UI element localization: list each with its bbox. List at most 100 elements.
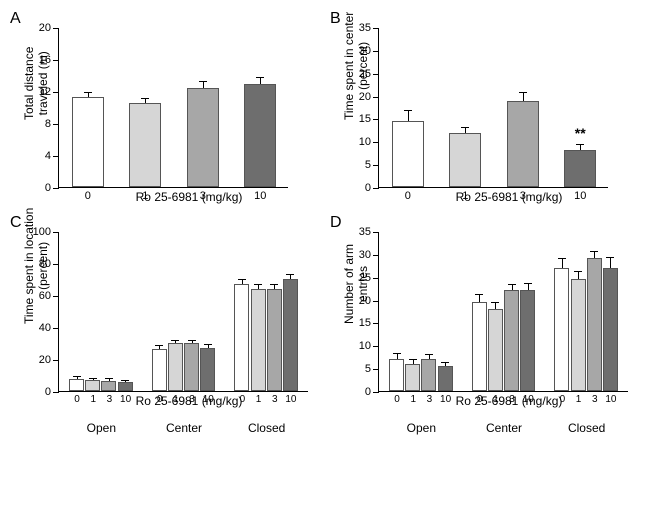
- ytick-label: 20: [359, 91, 371, 103]
- error-bar: [397, 354, 398, 359]
- xtick-label: 1: [142, 190, 148, 202]
- bar: [587, 258, 602, 391]
- error-cap: [393, 353, 401, 354]
- xtick-label: 1: [256, 394, 262, 405]
- panel-a: A Total distancetraveled (m) 04812162001…: [10, 10, 320, 204]
- error-bar: [594, 252, 595, 259]
- error-bar: [260, 78, 261, 84]
- bar: [504, 290, 519, 391]
- error-bar: [125, 381, 126, 382]
- bar: [267, 289, 282, 391]
- error-cap: [425, 354, 433, 355]
- panel-a-xlabel: Ro 25-6981 (mg/kg): [58, 190, 320, 204]
- bar: [101, 381, 116, 391]
- panel-c-label: C: [10, 214, 22, 232]
- group-label: Center: [486, 421, 522, 435]
- error-bar: [258, 285, 259, 288]
- xtick-label: 1: [493, 394, 499, 405]
- error-cap: [519, 92, 527, 93]
- xtick-label: 3: [272, 394, 278, 405]
- panel-b-label: B: [330, 10, 341, 28]
- xtick-label: 10: [523, 394, 534, 405]
- xtick-label: 3: [427, 394, 433, 405]
- xtick-label: 1: [173, 394, 179, 405]
- error-cap: [558, 258, 566, 259]
- error-bar: [512, 285, 513, 290]
- xtick-label: 10: [203, 394, 214, 405]
- error-bar: [479, 295, 480, 302]
- panel-a-plot: 04812162001310: [58, 28, 288, 188]
- error-bar: [580, 145, 581, 150]
- bar: [200, 348, 215, 391]
- bar: [244, 84, 276, 187]
- error-cap: [171, 340, 179, 341]
- xtick-label: 10: [254, 190, 266, 202]
- xtick-label: 3: [592, 394, 598, 405]
- ytick-label: 15: [359, 113, 371, 125]
- ytick-label: 20: [359, 295, 371, 307]
- group-label: Open: [87, 421, 116, 435]
- xtick-label: 0: [405, 190, 411, 202]
- error-bar: [274, 285, 275, 288]
- error-bar: [413, 360, 414, 364]
- panel-b-xlabel: Ro 25-6981 (mg/kg): [378, 190, 640, 204]
- error-bar: [145, 99, 146, 103]
- error-cap: [461, 127, 469, 128]
- xtick-label: 1: [576, 394, 582, 405]
- panel-d: D Number of armentries 05101520253035013…: [330, 214, 640, 408]
- bar: [603, 268, 618, 391]
- ytick-label: 0: [365, 182, 371, 194]
- bar: [507, 101, 539, 187]
- ytick-label: 15: [359, 317, 371, 329]
- ytick-label: 20: [39, 354, 51, 366]
- bar: [571, 279, 586, 391]
- bar: [168, 343, 183, 391]
- error-cap: [606, 257, 614, 258]
- panel-d-plot: 0510152025303501310Open01310Center01310C…: [378, 232, 628, 392]
- ytick-label: 12: [39, 86, 51, 98]
- xtick-label: 10: [120, 394, 131, 405]
- group-label: Center: [166, 421, 202, 435]
- error-cap: [475, 294, 483, 295]
- bar: [554, 268, 569, 391]
- ytick-label: 30: [359, 249, 371, 261]
- error-bar: [578, 272, 579, 279]
- error-bar: [290, 275, 291, 279]
- bar: [69, 379, 84, 391]
- bar: [152, 349, 167, 391]
- bar: [234, 284, 249, 391]
- panel-c-plot: 02040608010001310Open01310Center01310Clo…: [58, 232, 308, 392]
- error-cap: [256, 77, 264, 78]
- error-cap: [576, 144, 584, 145]
- ytick-label: 5: [365, 159, 371, 171]
- error-bar: [445, 363, 446, 366]
- xtick-label: 10: [440, 394, 451, 405]
- error-cap: [204, 344, 212, 345]
- ytick-label: 5: [365, 363, 371, 375]
- ytick-label: 30: [359, 45, 371, 57]
- error-bar: [465, 128, 466, 133]
- error-cap: [508, 284, 516, 285]
- ytick-label: 20: [39, 22, 51, 34]
- panel-b: B Time spent in center(percent) 05101520…: [330, 10, 640, 204]
- xtick-label: 1: [90, 394, 96, 405]
- ytick-label: 100: [33, 226, 51, 238]
- xtick-label: 10: [605, 394, 616, 405]
- error-cap: [84, 92, 92, 93]
- ytick-label: 25: [359, 68, 371, 80]
- xtick-label: 0: [74, 394, 80, 405]
- bar: [72, 97, 104, 187]
- error-bar: [429, 355, 430, 359]
- error-cap: [73, 376, 81, 377]
- xtick-label: 0: [240, 394, 246, 405]
- error-bar: [495, 303, 496, 308]
- error-cap: [199, 81, 207, 82]
- bar: [251, 289, 266, 391]
- error-cap: [188, 340, 196, 341]
- bar: [421, 359, 436, 391]
- xtick-label: 0: [394, 394, 400, 405]
- bar: [85, 380, 100, 391]
- error-cap: [574, 271, 582, 272]
- error-cap: [105, 378, 113, 379]
- error-bar: [175, 341, 176, 343]
